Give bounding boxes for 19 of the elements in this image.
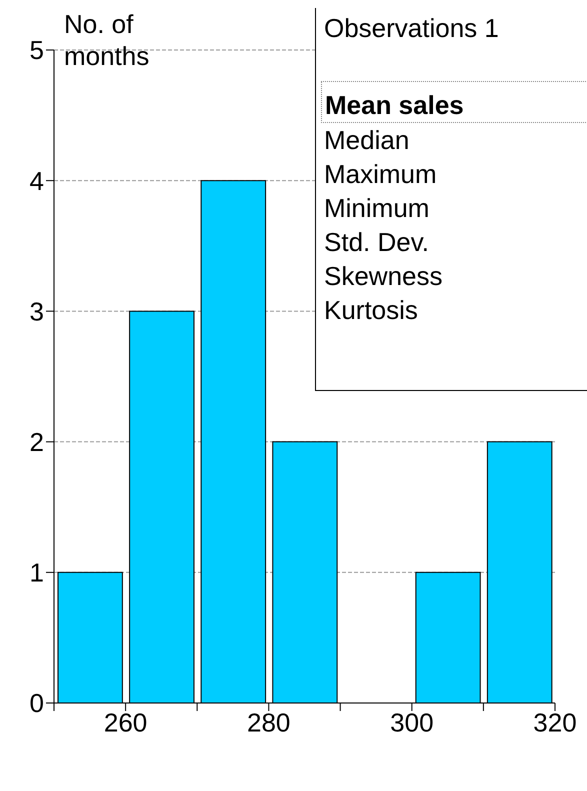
- annotation: Mean sales: [321, 81, 587, 123]
- annotation: Maximum: [324, 158, 438, 191]
- y-axis-title: No. of months: [64, 8, 150, 72]
- y-tick-label: 5: [30, 35, 44, 66]
- x-tick-label: 300: [390, 707, 434, 738]
- y-tick-label: 1: [30, 558, 44, 588]
- annotation: Skewness: [324, 260, 444, 293]
- y-tick-label: 0: [30, 688, 44, 718]
- y-tick-label: 2: [30, 427, 44, 458]
- x-tick-label: 260: [104, 707, 148, 738]
- annotation: Std. Dev.: [324, 226, 430, 259]
- x-tick-label: 280: [247, 707, 290, 738]
- annotation: Minimum: [324, 192, 430, 225]
- y-tick-label: 4: [30, 166, 44, 196]
- annotation: Kurtosis: [324, 294, 419, 327]
- annotation: Median: [324, 124, 410, 157]
- y-tick-label: 3: [30, 296, 44, 326]
- x-tick-label: 320: [533, 707, 577, 738]
- text: Observations 1: [324, 13, 499, 43]
